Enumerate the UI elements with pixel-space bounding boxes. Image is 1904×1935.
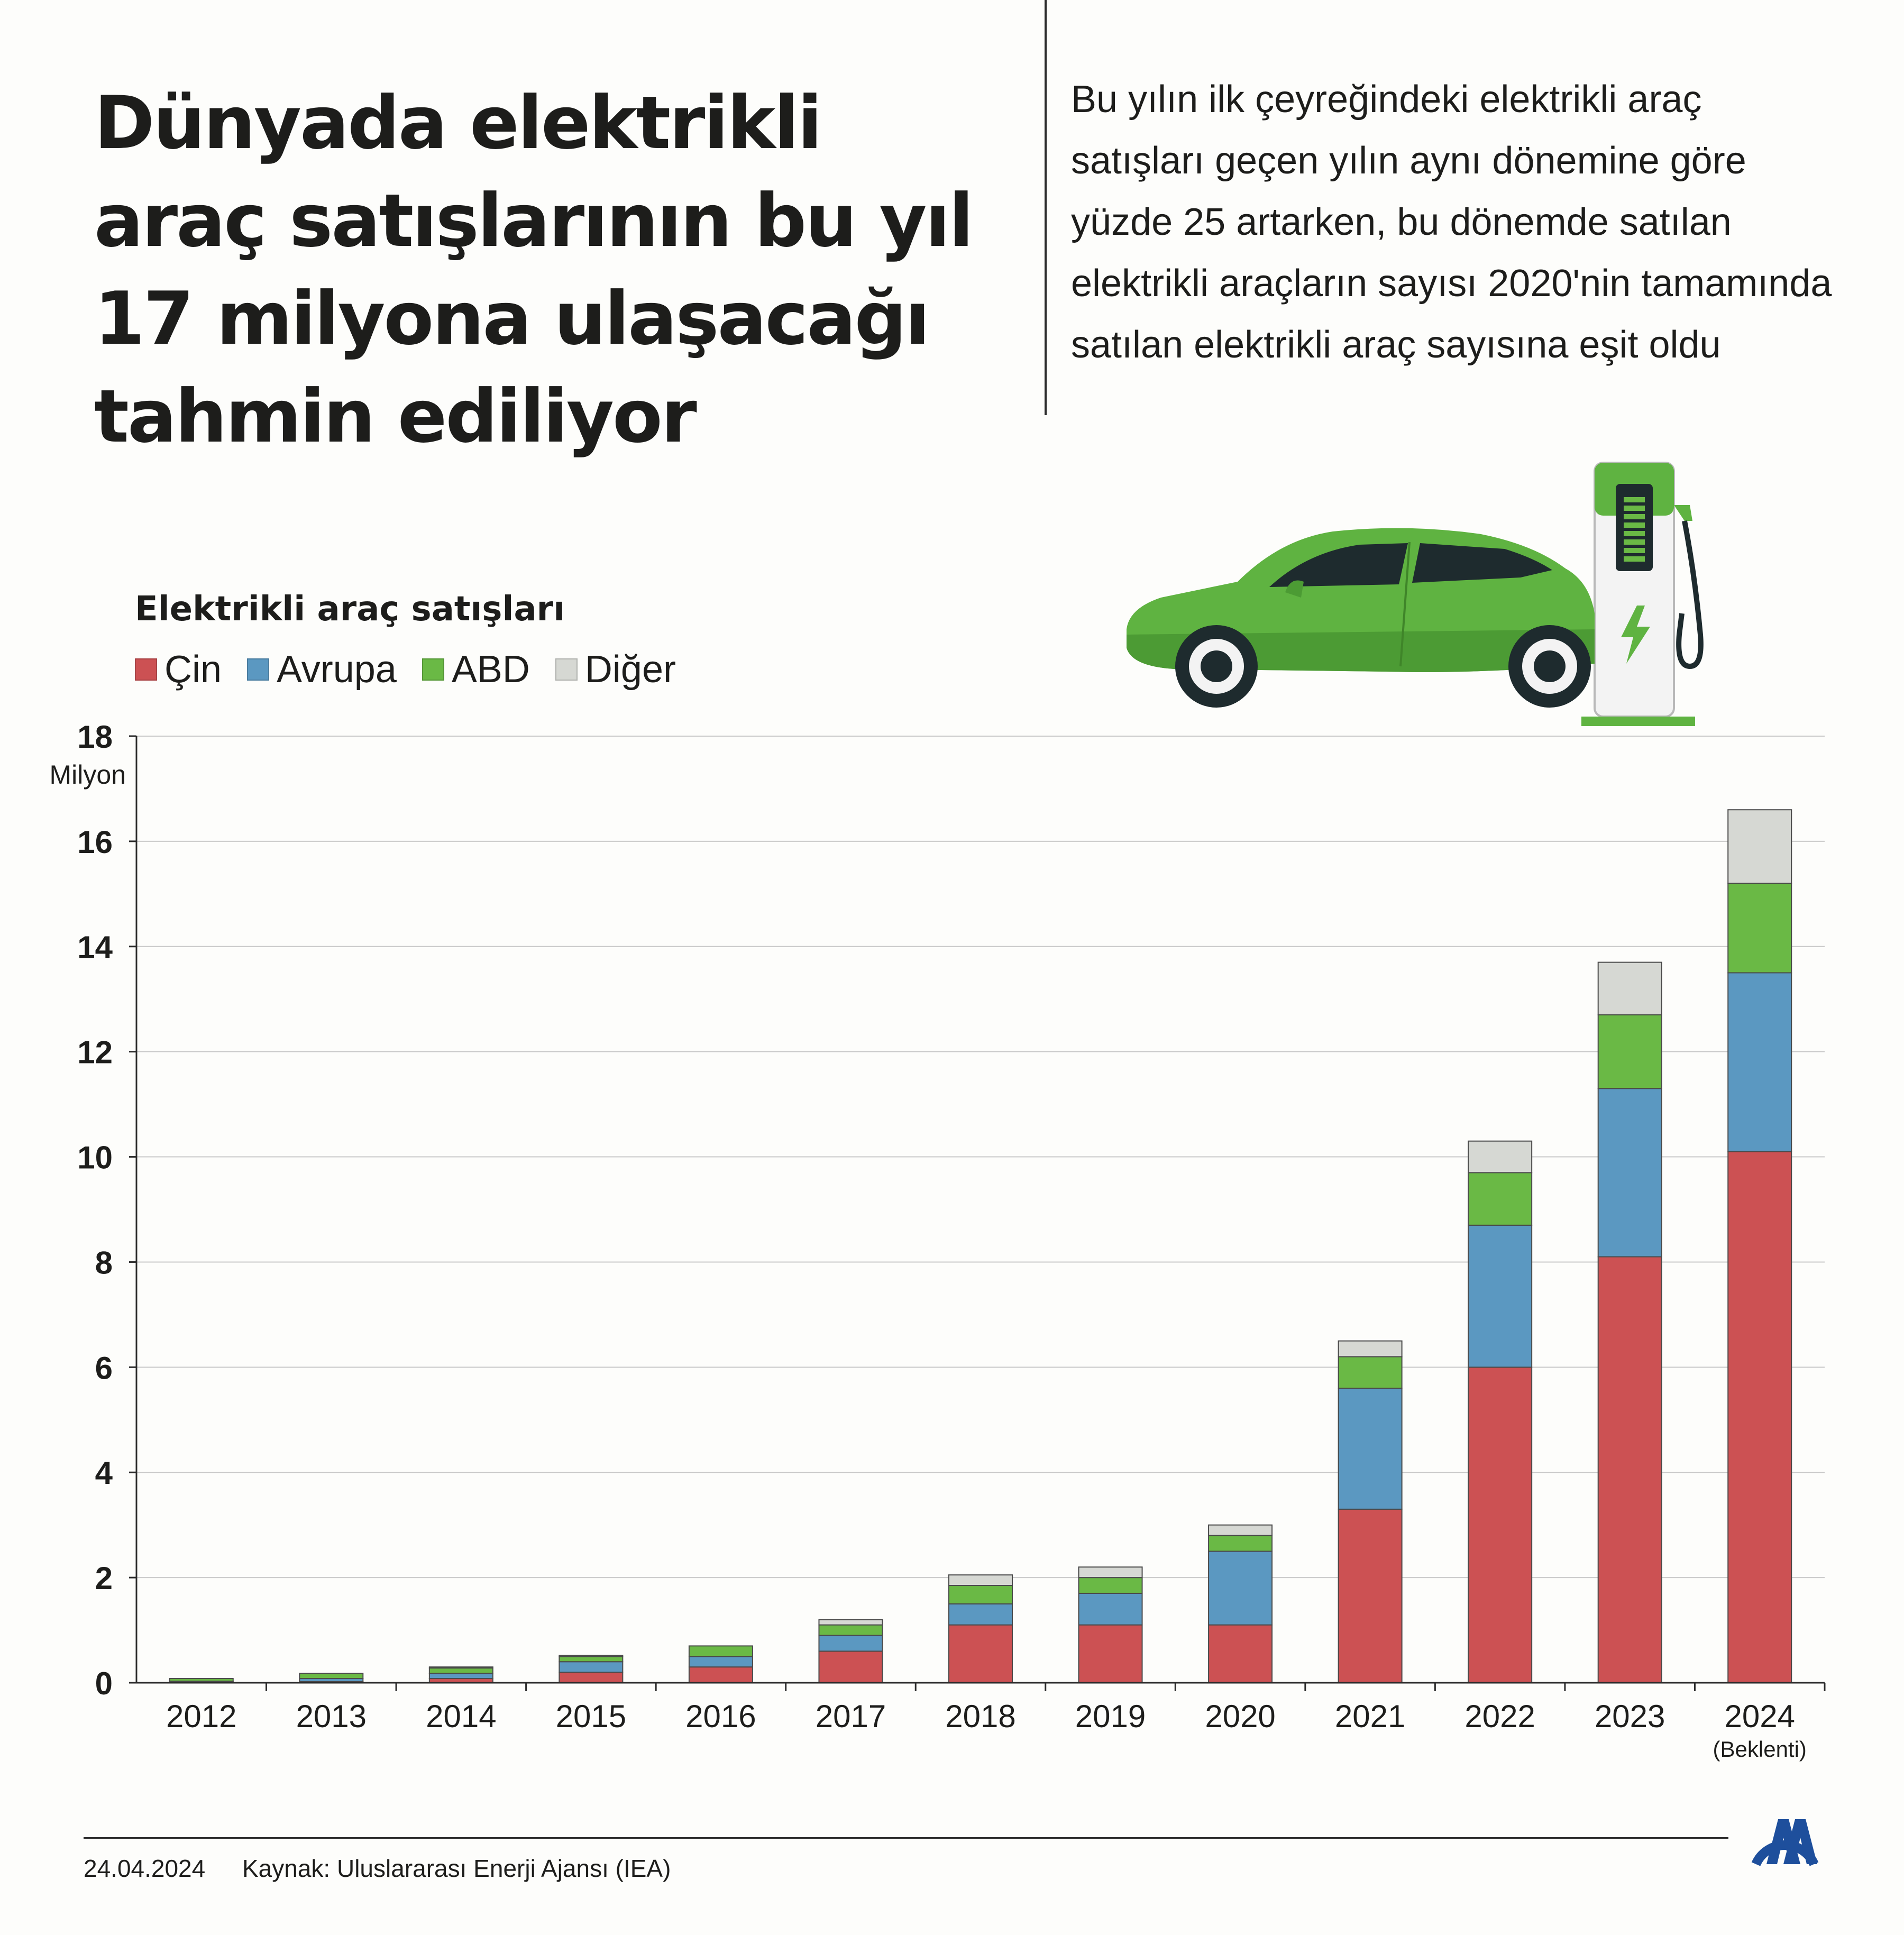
bar-segment-Avrupa [1468,1224,1533,1368]
bar-segment-ABD [559,1656,624,1663]
bar-segment-Diğer [948,1574,1013,1586]
x-tick-label: 2019 [1075,1699,1146,1734]
legend-item-avrupa: Avrupa [247,648,397,691]
x-tick-label: 2022 [1464,1699,1535,1734]
legend-swatch-cin [135,658,157,681]
bar-segment-Avrupa [1338,1388,1403,1510]
bar-segment-ABD [299,1673,364,1680]
legend-label-cin: Çin [164,648,222,691]
electric-car-charging-icon [1127,462,1704,726]
bar-segment-Çin [688,1666,753,1683]
x-tick-label: 2012 [166,1699,236,1734]
legend-swatch-diger [555,658,578,681]
x-tick-label: 2024 [1724,1699,1795,1734]
bar-segment-ABD [1078,1577,1143,1594]
bar-segment-ABD [1208,1535,1273,1552]
bar-segment-Avrupa [559,1661,624,1673]
bar-segment-ABD [1468,1172,1533,1226]
x-tick-label: 2020 [1205,1699,1275,1734]
stacked-bar-chart: 0 2 4 6 8 10 12 14 16 18 Milyon 2012 2013 2014 2015 201… [50,719,1826,1762]
x-tick-label: 2023 [1595,1699,1665,1734]
footer-divider [84,1837,1728,1839]
y-tick-label: 12 [77,1035,113,1070]
bar-segment-Çin [1468,1367,1533,1684]
bar-segment-Avrupa [1208,1551,1273,1626]
bar-segment-Çin [1208,1624,1273,1683]
footer-source: Kaynak: Uluslararası Enerji Ajansı (IEA) [242,1855,671,1882]
aa-logo-icon [1751,1819,1819,1866]
bar-segment-ABD [428,1667,493,1674]
bar-segment-Çin [818,1650,883,1684]
bar-segment-Diğer [1468,1140,1533,1173]
y-tick-label: 10 [77,1140,113,1176]
bar-segment-Diğer [1338,1340,1403,1358]
legend-swatch-abd [422,658,444,681]
legend-item-abd: ABD [422,648,530,691]
bar-segment-Avrupa [948,1603,1013,1626]
bar-segment-Çin [1078,1624,1143,1683]
x-tick-label: 2016 [685,1699,756,1734]
legend-label-avrupa: Avrupa [277,648,397,691]
legend-label-diger: Diğer [584,648,676,691]
bar-segment-Avrupa [1078,1592,1143,1626]
bar-segment-Diğer [1208,1524,1273,1536]
legend-item-cin: Çin [135,648,222,691]
bar-segment-ABD [818,1624,883,1636]
bar-segment-ABD [1338,1356,1403,1389]
y-tick-label: 6 [95,1350,113,1386]
bar-segment-Diğer [428,1666,493,1669]
bar-segment-Çin [1597,1256,1662,1683]
bar-segment-Avrupa [1727,972,1792,1152]
bar-segment-Çin [559,1672,624,1683]
bar-segment-Çin [1338,1508,1403,1684]
x-tick-label: 2018 [945,1699,1015,1734]
x-tick-label: 2014 [426,1699,496,1734]
chart-legend: Çin Avrupa ABD Diğer [135,648,701,691]
y-tick-label: 18 [77,719,113,755]
bar-segment-Avrupa [818,1635,883,1652]
x-tick-label: 2015 [556,1699,626,1734]
y-tick-label: 4 [95,1455,113,1491]
legend-item-diger: Diğer [555,648,676,691]
x-tick-label: 2021 [1335,1699,1405,1734]
y-tick-label: 16 [77,824,113,860]
bar-segment-Diğer [1078,1566,1143,1579]
description-text: Bu yılın ilk çeyreğindeki elektrikli ara… [1071,78,1832,366]
bar-segment-ABD [169,1678,234,1682]
bar-segment-Çin [1727,1151,1792,1683]
y-tick-label: 0 [95,1666,113,1701]
y-axis-unit-label: Milyon [50,760,126,790]
vertical-divider [1045,0,1047,415]
bar-segment-Avrupa [688,1656,753,1668]
x-tick-label: 2013 [296,1699,367,1734]
bar-segment-ABD [1597,1014,1662,1089]
footer-date: 24.04.2024 [84,1855,206,1882]
bar-segment-ABD [948,1585,1013,1604]
bar-segment-Diğer [559,1655,624,1657]
y-tick-label: 2 [95,1561,113,1596]
bar-segment-Avrupa [428,1673,493,1680]
legend-swatch-avrupa [247,658,270,681]
bar-segment-Avrupa [1597,1088,1662,1258]
bar-segment-Diğer [1727,809,1792,884]
bar-segment-Çin [948,1624,1013,1683]
x-tick-note: (Beklenti) [1713,1737,1807,1762]
bar-segment-ABD [1727,883,1792,974]
x-tick-label: 2017 [816,1699,886,1734]
chart-title: Elektrikli araç satışları [135,590,565,629]
bar-segment-Diğer [818,1619,883,1626]
y-tick-label: 14 [77,930,113,965]
page-title: Dünyada elektrikli araç satışlarının bu … [94,80,974,459]
bar-segment-ABD [688,1645,753,1657]
y-tick-label: 8 [95,1245,113,1280]
legend-label-abd: ABD [451,648,530,691]
bar-segment-Diğer [1597,961,1662,1016]
